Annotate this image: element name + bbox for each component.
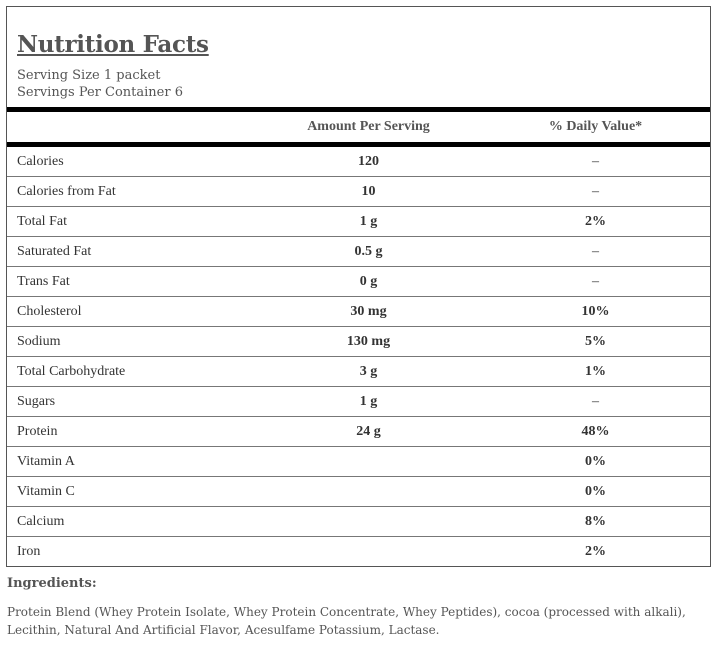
nutrient-name: Sugars: [7, 386, 256, 417]
nutrient-daily-value: –: [592, 153, 599, 169]
nutrient-name: Protein: [7, 416, 256, 447]
nutrient-daily-value: 2%: [481, 206, 710, 237]
table-row: Calories 120 –: [7, 147, 710, 177]
nutrient-amount: [256, 446, 481, 477]
column-header-nutrient: [7, 112, 256, 142]
nutrient-name: Calories: [17, 153, 64, 169]
nutrient-name: Total Carbohydrate: [7, 356, 256, 387]
thick-divider-top: [7, 107, 710, 112]
nutrition-title: Nutrition Facts: [17, 31, 209, 58]
table-row: Vitamin A 0%: [7, 446, 710, 477]
nutrient-name: Vitamin A: [7, 446, 256, 477]
nutrient-daily-value: –: [481, 386, 710, 417]
table-row: Cholesterol 30 mg 10%: [7, 296, 710, 327]
table-row: Calories from Fat 10–: [7, 176, 710, 207]
nutrient-amount: [256, 506, 481, 537]
nutrient-name: Calcium: [7, 506, 256, 537]
table-header-row: Amount Per Serving % Daily Value*: [7, 112, 710, 142]
nutrient-daily-value: 5%: [481, 326, 710, 357]
nutrient-daily-value: 8%: [481, 506, 710, 537]
table-row: Trans Fat 0 g –: [7, 266, 710, 297]
nutrition-facts-panel: Nutrition Facts Serving Size 1 packet Se…: [6, 6, 711, 567]
servings-per-container: Servings Per Container 6: [17, 85, 183, 100]
nutrient-daily-value: 0%: [481, 476, 710, 507]
nutrient-amount: 1 g: [256, 386, 481, 417]
nutrient-name: Iron: [7, 536, 256, 566]
nutrient-name: Saturated Fat: [7, 236, 256, 267]
nutrient-daily-value: –: [481, 266, 710, 297]
column-header-daily-value: % Daily Value*: [548, 119, 643, 134]
nutrient-amount: 10: [256, 176, 481, 207]
nutrient-name: Calories from Fat: [7, 176, 256, 207]
table-row: Calcium 8%: [7, 506, 710, 537]
table-row: Total Carbohydrate 3 g 1%: [7, 356, 710, 387]
nutrient-amount: 1 g: [256, 206, 481, 237]
nutrient-name: Sodium: [7, 326, 256, 357]
table-row: Total Fat 1 g 2%: [7, 206, 710, 237]
nutrient-name: Trans Fat: [7, 266, 256, 297]
serving-size: Serving Size 1 packet: [17, 68, 161, 83]
table-row: Vitamin C 0%: [7, 476, 710, 507]
nutrient-name: Cholesterol: [7, 296, 256, 327]
nutrient-name: Total Fat: [7, 206, 256, 237]
nutrition-header: Nutrition Facts Serving Size 1 packet Se…: [7, 7, 710, 107]
table-row: Saturated Fat 0.5 g –: [7, 236, 710, 267]
table-row: Sodium 130 mg 5%: [7, 326, 710, 357]
column-header-amount: Amount Per Serving: [307, 119, 430, 134]
nutrition-table: Amount Per Serving % Daily Value* Calori…: [7, 112, 710, 566]
nutrient-daily-value: 48%: [481, 416, 710, 447]
nutrient-amount: 0 g: [256, 266, 481, 297]
nutrient-amount: [256, 476, 481, 507]
table-row: Protein 24 g 48%: [7, 416, 710, 447]
nutrient-daily-value: 1%: [481, 356, 710, 387]
nutrient-daily-value: –: [481, 176, 710, 207]
nutrient-daily-value: 10%: [481, 296, 710, 327]
nutrient-amount: 30 mg: [256, 296, 481, 327]
nutrient-daily-value: 2%: [481, 536, 710, 566]
nutrition-rows: Calories 120– Calories from Fat 10– Total Fa…: [7, 147, 710, 566]
nutrient-amount: [256, 536, 481, 566]
ingredients-text: Protein Blend (Whey Protein Isolate, Whe…: [7, 605, 686, 637]
table-row: Sugars 1 g –: [7, 386, 710, 417]
nutrient-amount: 130 mg: [256, 326, 481, 357]
nutrient-daily-value: 0%: [481, 446, 710, 477]
nutrient-amount: 120: [358, 153, 379, 169]
nutrient-amount: 0.5 g: [256, 236, 481, 267]
thick-divider-header: [7, 142, 710, 147]
table-row: Iron 2%: [7, 536, 710, 566]
nutrient-name: Vitamin C: [7, 476, 256, 507]
ingredients-heading: Ingredients:: [7, 576, 97, 591]
nutrient-amount: 3 g: [256, 356, 481, 387]
nutrient-amount: 24 g: [256, 416, 481, 447]
nutrient-daily-value: –: [481, 236, 710, 267]
